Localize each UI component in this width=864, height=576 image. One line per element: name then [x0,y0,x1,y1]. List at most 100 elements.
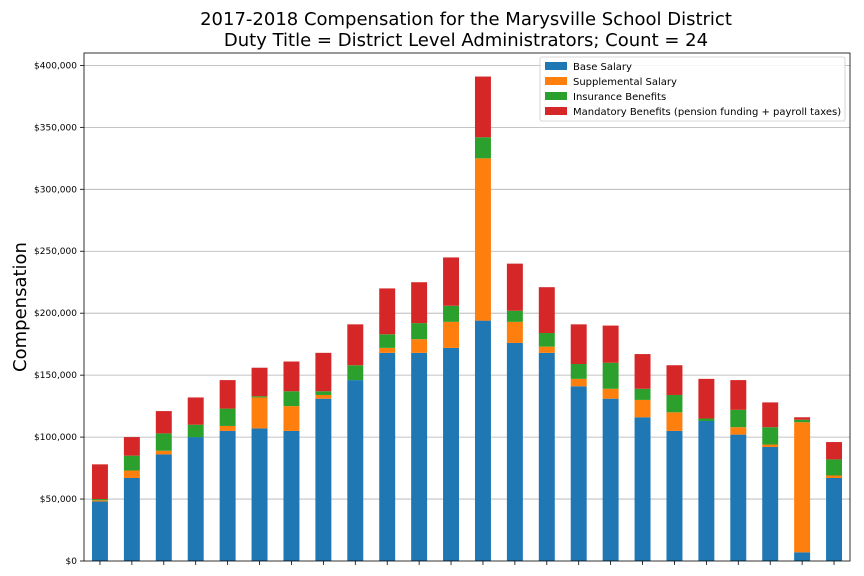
bar-segment [443,347,460,561]
bar-segment [826,475,843,478]
chart-title: 2017-2018 Compensation for the Marysvill… [200,9,732,30]
axes: $0 $50,000 $100,000 $150,000 $200,000 $250,00… [34,52,851,567]
bar-segment [155,411,172,434]
bar-segment [91,501,108,561]
bar-segment [762,427,779,445]
bar-segment [666,394,683,413]
bar-segment [474,158,491,321]
bar-segment [698,418,715,421]
bar-segment [634,417,651,561]
bar-segment [283,430,300,561]
bar-segment [474,320,491,561]
bar-segment [283,361,300,392]
plot-frame [83,52,851,562]
legend-swatch [545,92,567,100]
legend-swatch [545,77,567,85]
bar-segment [411,282,428,324]
bar-segment [123,455,140,471]
y-tick-label: $300,000 [34,185,77,195]
bar-segment [730,380,747,410]
bar-segment [379,347,396,353]
y-tick-label: $350,000 [34,123,77,133]
bar-segment [315,394,332,399]
bar-segment [634,399,651,418]
y-tick-label: $200,000 [34,309,77,319]
legend-box [539,56,846,122]
legend-swatch [545,62,567,70]
bar-segment [443,321,460,348]
bar-segment [474,76,491,138]
bar-segment [794,422,811,553]
y-tick-label: $100,000 [34,433,77,443]
bar-segment [794,419,811,423]
bar-segment [219,425,236,431]
bar-segment [91,464,108,500]
bar-segment [251,428,268,561]
chart-subtitle: Duty Title = District Level Administrato… [224,30,708,51]
bar-segment [123,437,140,456]
bar-segment [506,321,523,343]
bar-segment [602,388,619,399]
legend-swatch [545,107,567,115]
bar-segment [347,324,364,366]
bar-segment [634,354,651,389]
bar-segment [379,334,396,348]
bar-segment [411,339,428,353]
bar-segment [698,420,715,561]
bar-segment [347,365,364,381]
bar-segment [443,257,460,306]
bar-segment [602,325,619,363]
bar-segment [187,397,204,425]
bar-segment [347,380,364,561]
y-tick-label: $150,000 [34,371,77,381]
y-tick-label: $0 [66,557,78,567]
bar-segment [474,137,491,159]
bar-segment [411,323,428,340]
bar-segment [506,342,523,561]
bar-segment [634,388,651,400]
bar-segment [379,288,396,335]
bar-segment [155,450,172,455]
bar-segment [666,430,683,561]
bar-segment [155,433,172,451]
bar-segment [570,378,587,387]
bar-segment [826,477,843,561]
bar-segment [123,470,140,478]
bar-segment [251,397,268,429]
bar-segment [219,408,236,426]
bar-segment [666,365,683,395]
bar-segment [315,398,332,561]
bar-segment [538,352,555,561]
bar-segment [602,398,619,561]
bar-segment [538,287,555,334]
bar-segment [155,454,172,561]
bar-segment [91,499,108,501]
bar-segment [666,412,683,431]
bar-segment [826,459,843,476]
bar-segment [762,447,779,561]
bar-segment [91,500,108,502]
bar-segment [570,386,587,561]
y-tick-label: $250,000 [34,247,77,257]
y-tick-label: $50,000 [40,495,77,505]
bar-segment [538,346,555,353]
legend-label: Insurance Benefits [573,92,666,103]
bar-segment [187,424,204,438]
bar-segment [379,352,396,561]
legend-label: Base Salary [573,62,632,73]
bar-segment [411,352,428,561]
bar-segment [698,378,715,419]
gridlines [84,64,850,500]
bar-segment [762,444,779,448]
bar-segment [123,477,140,561]
bar-segment [506,263,523,311]
bar-segment [538,333,555,347]
bar-segment [283,391,300,407]
bar-segment [315,352,332,392]
bar-segment [187,437,204,561]
y-axis-label: Compensation [10,242,31,372]
bar-segment [219,380,236,409]
bar-segment [730,434,747,561]
bar-segment [730,409,747,428]
